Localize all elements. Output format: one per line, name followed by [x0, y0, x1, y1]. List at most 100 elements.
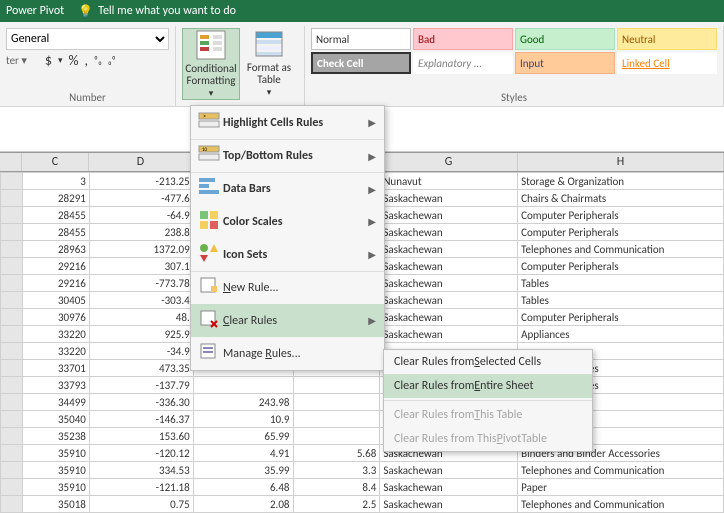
style-cell-linked-cell[interactable]: Linked Cell [617, 52, 717, 74]
cell[interactable]: -477.6 [89, 190, 193, 207]
cell[interactable]: 153.60 [89, 428, 193, 445]
cell[interactable]: Computer Peripherals [518, 258, 724, 275]
cell[interactable]: 33220 [22, 326, 89, 343]
row-selector[interactable] [1, 190, 23, 207]
style-cell-neutral[interactable]: Neutral [617, 28, 717, 50]
cell[interactable]: 5.68 [293, 445, 380, 462]
cf-menu-clearrules[interactable]: Clear Rules▶ [191, 304, 384, 337]
row-selector[interactable] [1, 496, 23, 513]
cell[interactable]: 334.53 [89, 462, 193, 479]
column-header-C[interactable]: C [22, 153, 89, 171]
conditional-formatting-button[interactable]: Conditional Formatting ▾ [182, 28, 240, 100]
cell[interactable]: 34499 [22, 394, 89, 411]
cell[interactable]: -773.78 [89, 275, 193, 292]
cell[interactable]: 28963 [22, 241, 89, 258]
cell[interactable]: Saskachewan [380, 496, 518, 513]
cell[interactable]: 65.99 [193, 428, 293, 445]
cell[interactable]: -121.18 [89, 479, 193, 496]
cell[interactable]: 28291 [22, 190, 89, 207]
cell[interactable]: 30405 [22, 292, 89, 309]
cell[interactable]: 35018 [22, 496, 89, 513]
row-selector[interactable] [1, 360, 23, 377]
cell[interactable]: Saskachewan [380, 326, 518, 343]
cell[interactable]: Saskachewan [380, 241, 518, 258]
cell[interactable]: 28455 [22, 207, 89, 224]
cell[interactable]: 33793 [22, 377, 89, 394]
cell[interactable]: -137.79 [89, 377, 193, 394]
cell[interactable] [293, 428, 380, 445]
cell[interactable]: 29216 [22, 258, 89, 275]
row-selector[interactable] [1, 309, 23, 326]
cell[interactable]: 35910 [22, 445, 89, 462]
cell[interactable]: Telephones and Communication [518, 496, 724, 513]
cell[interactable] [293, 411, 380, 428]
row-selector[interactable] [1, 207, 23, 224]
style-cell-input[interactable]: Input [515, 52, 615, 74]
cell[interactable] [193, 377, 293, 394]
cell[interactable]: Saskachewan [380, 292, 518, 309]
percent-button[interactable]: % [69, 52, 79, 69]
row-selector[interactable] [1, 292, 23, 309]
cell[interactable]: Saskachewan [380, 258, 518, 275]
cell[interactable] [293, 377, 380, 394]
cell[interactable]: Nunavut [380, 173, 518, 190]
column-header-H[interactable]: H [518, 153, 724, 171]
cell[interactable]: 35040 [22, 411, 89, 428]
format-as-table-button[interactable]: Format as Table ▾ [240, 28, 298, 100]
row-selector[interactable] [1, 258, 23, 275]
cell[interactable]: 35238 [22, 428, 89, 445]
cell[interactable]: Computer Peripherals [518, 224, 724, 241]
cf-menu-managerules[interactable]: Manage Rules... [191, 337, 384, 370]
cf-menu-newrule[interactable]: New Rule... [191, 271, 384, 304]
cell[interactable]: -336.30 [89, 394, 193, 411]
cf-menu-iconsets[interactable]: Icon Sets▶ [191, 238, 384, 271]
cell[interactable]: 2.08 [193, 496, 293, 513]
comma-button[interactable]: , [85, 52, 89, 69]
cell[interactable]: 30976 [22, 309, 89, 326]
cell[interactable]: 6.48 [193, 479, 293, 496]
row-selector[interactable] [1, 411, 23, 428]
cell[interactable]: 3 [22, 173, 89, 190]
cell[interactable]: 4.91 [193, 445, 293, 462]
cell[interactable]: 307.1 [89, 258, 193, 275]
row-selector[interactable] [1, 224, 23, 241]
cell[interactable]: Saskachewan [380, 309, 518, 326]
row-selector[interactable] [1, 326, 23, 343]
row-selector[interactable] [1, 275, 23, 292]
cell[interactable]: Telephones and Communication [518, 241, 724, 258]
cell[interactable]: 48. [89, 309, 193, 326]
cell[interactable]: -34.9 [89, 343, 193, 360]
clear-submenu-item[interactable]: Clear Rules from Selected Cells [384, 350, 592, 374]
style-cell-good[interactable]: Good [515, 28, 615, 50]
cell[interactable]: Computer Peripherals [518, 207, 724, 224]
cell[interactable]: -213.25 [89, 173, 193, 190]
cell[interactable]: 473.35 [89, 360, 193, 377]
cf-menu-databars[interactable]: Data Bars▶ [191, 172, 384, 205]
cell[interactable]: 33220 [22, 343, 89, 360]
cell[interactable]: 1372.09 [89, 241, 193, 258]
style-cell-check-cell[interactable]: Check Cell [311, 52, 411, 74]
cell[interactable]: Chairs & Chairmats [518, 190, 724, 207]
row-selector[interactable] [1, 428, 23, 445]
row-selector[interactable] [1, 377, 23, 394]
cell[interactable]: Appliances [518, 326, 724, 343]
cell[interactable]: 28455 [22, 224, 89, 241]
column-header-rowsel[interactable] [0, 153, 22, 171]
cf-menu-highlight[interactable]: >Highlight Cells Rules▶ [191, 106, 384, 139]
cf-menu-colorscales[interactable]: Color Scales▶ [191, 205, 384, 238]
cell[interactable]: 35.99 [193, 462, 293, 479]
currency-button[interactable]: $ [45, 52, 52, 69]
cell[interactable]: 10.9 [193, 411, 293, 428]
cell[interactable]: -120.12 [89, 445, 193, 462]
cell[interactable]: 35910 [22, 479, 89, 496]
row-selector[interactable] [1, 343, 23, 360]
cell[interactable] [293, 394, 380, 411]
cell[interactable]: 3.3 [293, 462, 380, 479]
cell[interactable]: Tables [518, 275, 724, 292]
cell[interactable]: 35910 [22, 462, 89, 479]
style-cell-bad[interactable]: Bad [413, 28, 513, 50]
row-selector[interactable] [1, 394, 23, 411]
cell[interactable]: -146.37 [89, 411, 193, 428]
cell[interactable]: Tables [518, 292, 724, 309]
cell[interactable]: 2.5 [293, 496, 380, 513]
